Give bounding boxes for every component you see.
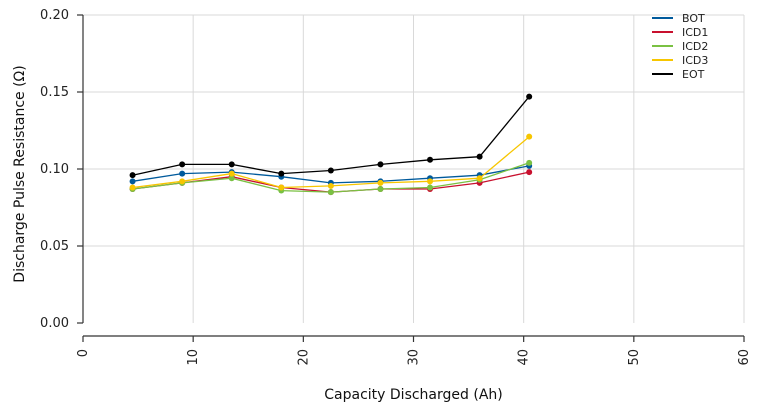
data-point-eot (427, 156, 434, 163)
data-point-icd2 (228, 175, 235, 182)
y-tick-label: 0.00 (40, 316, 69, 331)
y-tick-label: 0.15 (40, 85, 69, 100)
data-point-eot (377, 161, 384, 168)
y-tick-label: 0.10 (40, 162, 69, 177)
data-point-icd3 (129, 184, 136, 191)
data-point-eot (179, 161, 186, 168)
data-point-icd3 (327, 182, 334, 189)
data-point-bot (179, 170, 186, 177)
data-point-icd1 (526, 169, 533, 176)
data-point-eot (327, 167, 334, 174)
data-point-eot (228, 161, 235, 168)
data-point-icd3 (526, 133, 533, 140)
data-point-icd2 (526, 159, 533, 166)
x-axis-title: Capacity Discharged (Ah) (324, 387, 502, 403)
x-tick-label: 10 (186, 349, 201, 366)
legend-label-eot: EOT (682, 68, 705, 81)
data-point-eot (278, 170, 285, 177)
legend-label-bot: BOT (682, 12, 705, 25)
data-point-bot (129, 178, 136, 185)
legend-label-icd1: ICD1 (682, 26, 708, 39)
legend-label-icd2: ICD2 (682, 40, 708, 53)
data-point-eot (476, 153, 483, 160)
data-point-icd2 (327, 189, 334, 196)
series-layer (129, 93, 533, 196)
data-point-eot (526, 93, 533, 100)
data-point-icd3 (427, 178, 434, 185)
data-point-icd3 (179, 178, 186, 185)
data-point-icd3 (228, 170, 235, 177)
grid-layer (83, 14, 745, 323)
x-tick-label: 0 (76, 349, 91, 357)
data-point-icd3 (476, 175, 483, 182)
y-tick-label: 0.05 (40, 239, 69, 254)
x-tick-label: 50 (627, 349, 642, 366)
legend-label-icd3: ICD3 (682, 54, 708, 67)
data-point-icd3 (377, 179, 384, 186)
x-tick-label: 20 (296, 349, 311, 366)
x-tick-label: 30 (407, 349, 422, 366)
axis-layer: 0.00 0.05 0.10 0.15 0.20 0 10 20 30 40 50 60 (40, 8, 752, 366)
x-tick-label: 60 (737, 349, 752, 366)
data-point-icd2 (427, 184, 434, 191)
data-point-eot (129, 172, 136, 179)
series-line-eot (132, 96, 530, 176)
x-tick-label: 40 (517, 349, 532, 366)
data-point-icd3 (278, 184, 285, 191)
data-point-icd2 (377, 186, 384, 193)
y-axis-title: Discharge Pulse Resistance (Ω) (12, 65, 28, 282)
y-tick-label: 0.20 (40, 8, 69, 23)
